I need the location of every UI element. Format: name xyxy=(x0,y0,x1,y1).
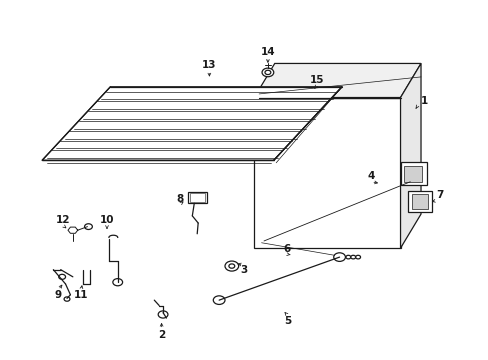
Text: 15: 15 xyxy=(309,75,323,85)
Circle shape xyxy=(213,296,224,305)
Polygon shape xyxy=(42,87,341,160)
Text: 7: 7 xyxy=(435,190,442,200)
Circle shape xyxy=(64,297,70,301)
Text: 9: 9 xyxy=(55,291,61,301)
Circle shape xyxy=(113,279,122,286)
Polygon shape xyxy=(400,162,427,185)
Text: 1: 1 xyxy=(420,96,427,106)
Text: 10: 10 xyxy=(100,215,114,225)
Text: 5: 5 xyxy=(283,316,290,325)
Circle shape xyxy=(84,224,92,229)
Circle shape xyxy=(224,261,238,271)
Polygon shape xyxy=(400,63,420,248)
Circle shape xyxy=(345,255,350,259)
Circle shape xyxy=(158,311,167,318)
Text: 11: 11 xyxy=(74,291,88,301)
Polygon shape xyxy=(404,166,422,182)
Polygon shape xyxy=(254,63,420,98)
Text: 6: 6 xyxy=(283,244,290,254)
Polygon shape xyxy=(254,98,400,248)
Text: 13: 13 xyxy=(202,60,216,70)
Circle shape xyxy=(350,255,355,259)
Text: 2: 2 xyxy=(158,330,165,340)
Circle shape xyxy=(228,264,234,268)
Circle shape xyxy=(262,68,273,77)
Polygon shape xyxy=(190,193,204,202)
Polygon shape xyxy=(411,194,427,210)
Circle shape xyxy=(264,70,270,75)
Text: 8: 8 xyxy=(176,194,183,204)
Circle shape xyxy=(59,274,65,279)
Text: 14: 14 xyxy=(260,46,275,57)
Text: 12: 12 xyxy=(56,215,70,225)
Text: 3: 3 xyxy=(240,265,246,275)
Circle shape xyxy=(333,253,345,261)
Text: 4: 4 xyxy=(367,171,374,181)
Polygon shape xyxy=(407,191,431,212)
Circle shape xyxy=(355,255,360,259)
Polygon shape xyxy=(188,192,206,203)
